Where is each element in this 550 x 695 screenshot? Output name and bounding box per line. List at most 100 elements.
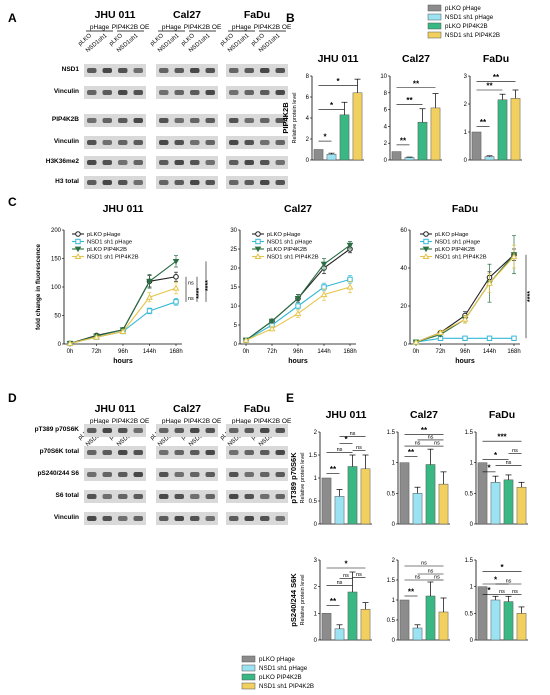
blot-band — [190, 450, 200, 455]
significance-label: * — [330, 101, 334, 110]
blot-band — [244, 516, 254, 521]
y-tick-label: 1.5 — [465, 558, 474, 564]
bar — [425, 595, 436, 641]
y-axis-label: pT389 p70S6K — [289, 452, 298, 504]
blot-band — [275, 90, 285, 95]
blot-band — [102, 428, 112, 433]
y-tick-label: 50 — [54, 314, 61, 320]
blot-row-label: NSD1 — [62, 66, 80, 73]
blot-cell-line-title: JHU 011 — [95, 403, 136, 415]
blot-band — [205, 450, 215, 455]
line-point — [172, 284, 180, 291]
y-tick-label: 1.5 — [309, 453, 318, 459]
panel-letter: C — [8, 195, 17, 209]
blot-band — [87, 68, 97, 73]
legend-swatch — [427, 13, 442, 21]
y-tick-label: 0 — [470, 522, 474, 528]
blot-row-label: p70S6K total — [40, 448, 80, 455]
y-tick-label: 0.5 — [465, 491, 474, 497]
y-tick-label: 0 — [314, 638, 318, 644]
blot-band — [159, 160, 169, 165]
blot-band — [174, 118, 184, 123]
blot-band — [229, 160, 239, 165]
blot-band — [133, 140, 143, 145]
blot-membrane — [226, 136, 288, 149]
panel-letter: A — [8, 11, 17, 25]
line-point — [74, 253, 82, 259]
blot-band — [102, 180, 112, 185]
line-point — [412, 338, 420, 345]
bar — [334, 496, 345, 525]
blot-band — [190, 472, 200, 477]
y-tick-label: 8 — [306, 74, 310, 80]
bar — [503, 479, 514, 525]
blot-band — [205, 118, 215, 123]
blot-membrane — [156, 490, 218, 503]
bar — [347, 591, 358, 641]
x-tick-label: 0h — [243, 349, 250, 355]
line-point — [172, 258, 180, 265]
blot-membrane — [84, 424, 146, 437]
chart-title: JHU 011 — [326, 409, 367, 421]
blot-membrane — [156, 512, 218, 525]
x-tick-label: 144h — [143, 349, 156, 355]
y-tick-label: 10 — [230, 304, 237, 310]
blot-membrane — [84, 446, 146, 459]
x-tick-label: 168h — [343, 349, 356, 355]
line-point — [461, 315, 469, 322]
chart-title: JHU 011 — [318, 53, 359, 65]
blot-row-label: H3 total — [55, 178, 79, 185]
legend-label: pLKO pHage — [87, 232, 121, 238]
blot-band — [244, 180, 254, 185]
legend-swatch — [241, 682, 256, 690]
bar — [438, 483, 449, 525]
blot-band — [118, 472, 128, 477]
bar — [417, 121, 428, 161]
blot-band — [260, 90, 270, 95]
y-tick-label: 100 — [51, 285, 62, 291]
legend-label: pLKO PIP4K2B — [87, 247, 127, 253]
blot-membrane — [226, 176, 288, 189]
bar — [399, 599, 410, 641]
blot-band — [174, 450, 184, 455]
blot-band — [229, 118, 239, 123]
blot-band — [133, 160, 143, 165]
blot-band — [205, 90, 215, 95]
blot-band — [87, 516, 97, 521]
blot-band — [260, 140, 270, 145]
significance-label: * — [344, 435, 348, 444]
significance-label: ns — [415, 575, 421, 581]
blot-group-label: pHage — [90, 24, 110, 31]
blot-band — [174, 494, 184, 499]
y-tick-label: 40 — [400, 266, 407, 272]
y-tick-label: 0 — [404, 342, 408, 348]
bar — [510, 98, 521, 161]
blot-group-label: PIP4K2B OE — [112, 24, 150, 31]
blot-band — [260, 118, 270, 123]
y-axis-label: pS240/244 S6K — [289, 573, 298, 627]
y-tick-label: 1.5 — [387, 578, 396, 584]
blot-membrane — [226, 446, 288, 459]
chart-title: JHU 011 — [103, 203, 144, 215]
blot-band — [260, 428, 270, 433]
blot-membrane — [226, 490, 288, 503]
y-tick-label: 1 — [314, 476, 318, 482]
line-chart: 0 50 100 150 200 0h 72h 96h 144h 168h hours fold ch… — [35, 203, 212, 365]
blot-band — [87, 472, 97, 477]
blot-membrane — [156, 468, 218, 481]
line-point — [173, 273, 179, 280]
blot-group-label: PIP4K2B OE — [112, 418, 150, 425]
legend-label: pLKO PIP4K2B — [259, 674, 302, 681]
line-point — [242, 336, 250, 343]
blot-membrane — [84, 64, 146, 77]
significance-label: ns — [188, 280, 194, 286]
blot-band — [229, 450, 239, 455]
blot-band — [205, 472, 215, 477]
x-axis-label: hours — [455, 358, 475, 365]
y-tick-label: 2 — [306, 137, 310, 143]
line-point — [146, 308, 153, 314]
line-point — [346, 283, 354, 290]
blot-band — [87, 428, 97, 433]
blot-band — [133, 516, 143, 521]
